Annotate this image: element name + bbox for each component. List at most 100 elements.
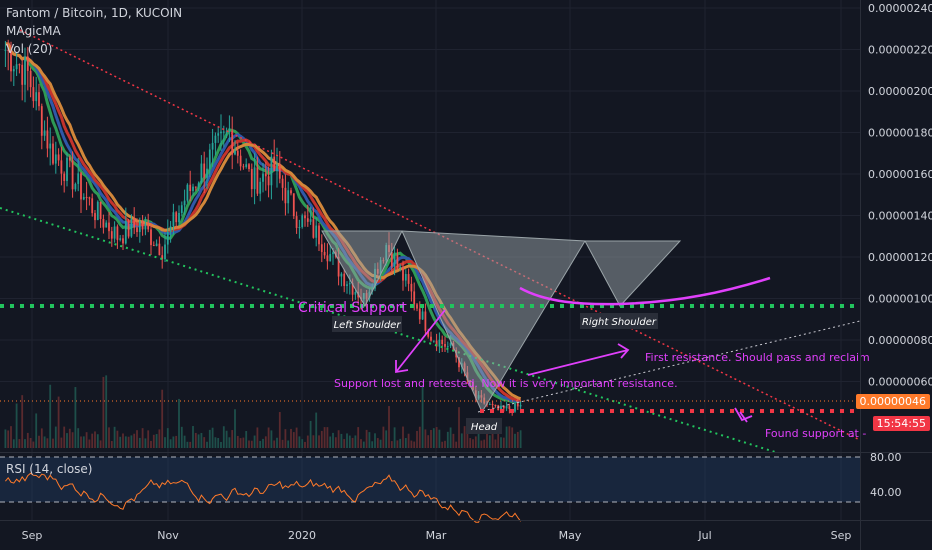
candle-body [88, 197, 91, 199]
volume-bar [416, 430, 418, 448]
volume-bar [214, 437, 217, 448]
candle-body [458, 357, 460, 368]
volume-bar [362, 441, 365, 448]
candle-body [155, 243, 158, 246]
volume-bar [441, 441, 444, 448]
candle-body [136, 227, 138, 233]
candle-body [18, 64, 21, 66]
candle-body [54, 154, 57, 164]
volume-bar [102, 376, 105, 448]
volume-bar [82, 436, 85, 448]
volume-bar [488, 435, 491, 448]
volume-bar [477, 429, 480, 448]
candle-body [169, 226, 172, 232]
volume-bar [273, 440, 276, 448]
volume-bar [18, 439, 21, 448]
volume-bar [63, 426, 66, 448]
candle-body [228, 130, 231, 132]
price-tick-label: 0.00000180 [868, 127, 932, 140]
volume-bar [155, 434, 158, 448]
volume-bar [110, 440, 113, 448]
candle-body [194, 186, 197, 188]
candle-body [231, 130, 234, 155]
candle-body [141, 221, 144, 230]
volume-bar [91, 433, 94, 448]
left-shoulder-triangle [321, 230, 403, 308]
volume-bar [141, 428, 144, 448]
candle-body [491, 404, 494, 406]
volume-bar [239, 438, 242, 448]
price-tick-label: 0.00000140 [868, 210, 932, 223]
rsi-tick-80: 80.00 [870, 451, 902, 464]
volume-bar [332, 432, 334, 448]
candle-body [183, 200, 186, 206]
candle-body [446, 346, 449, 348]
volume-bar [407, 433, 410, 448]
candle-body [421, 311, 424, 320]
indicator-magicma[interactable]: MAgicMA [6, 24, 61, 38]
time-axis[interactable]: Sep Nov 2020 Mar May Jul Sep [22, 529, 852, 542]
volume-bar [21, 395, 24, 448]
volume-bar [122, 433, 124, 448]
candle-body [178, 212, 180, 223]
price-axis[interactable]: 0.00000240 0.00000220 0.00000200 0.00000180… [868, 2, 932, 389]
volume-bar [329, 436, 332, 448]
candle-body [172, 212, 175, 227]
volume-bar [15, 403, 18, 448]
volume-bar [432, 428, 435, 448]
price-tick-label: 0.00000080 [868, 334, 932, 347]
candle-body [161, 255, 164, 260]
volume-bar [40, 428, 43, 448]
volume-bar [312, 435, 315, 448]
volume-bar [208, 429, 211, 448]
candle-body [29, 70, 32, 88]
rsi-band [0, 457, 860, 502]
time-tick-label: 2020 [288, 529, 316, 542]
candle-body [323, 251, 326, 256]
volume-bar [264, 436, 267, 448]
volume-bar [108, 427, 110, 448]
volume-bar [385, 430, 388, 448]
candle-body [116, 226, 119, 240]
rsi-label: RSI (14, close) [6, 462, 92, 476]
candle-body [444, 343, 446, 347]
candle-body [32, 87, 35, 102]
candle-body [4, 49, 7, 51]
volume-bar [200, 432, 203, 448]
volume-bar [197, 434, 200, 448]
volume-bar [127, 436, 130, 448]
time-axis-border [0, 520, 932, 521]
price-tick-label: 0.00000060 [868, 376, 932, 389]
candle-body [413, 291, 416, 305]
candle-body [404, 274, 407, 281]
rsi-tick-40: 40.00 [870, 486, 902, 499]
candle-body [85, 197, 88, 199]
volume-bar [96, 434, 99, 448]
candle-body [292, 193, 295, 217]
arrow-right-up [527, 343, 630, 376]
symbol-title[interactable]: Fantom / Bitcoin, 1D, KUCOIN [6, 6, 183, 20]
volume-bar [466, 428, 469, 448]
volume-bar [267, 427, 270, 448]
arrow-right-down [734, 407, 753, 423]
volume-bar [508, 426, 511, 448]
volume-bar [234, 409, 236, 448]
candle-body [502, 405, 505, 409]
candle-body [410, 283, 413, 292]
price-tick-label: 0.00000120 [868, 251, 932, 264]
candle-body [435, 340, 438, 347]
volume-bar [315, 412, 318, 448]
volume-bar [66, 433, 68, 448]
ma-blue-line [5, 42, 521, 403]
time-tick-label: Sep [22, 529, 43, 542]
volume-bar [158, 429, 161, 448]
candle-body [124, 221, 127, 244]
volume-bar [427, 435, 430, 448]
volume-bar [374, 433, 376, 448]
candle-body [175, 212, 178, 223]
indicator-volume[interactable]: Vol (20) [6, 42, 53, 56]
candle-body [276, 164, 278, 172]
candle-body [295, 216, 298, 228]
volume-bar [371, 441, 374, 448]
